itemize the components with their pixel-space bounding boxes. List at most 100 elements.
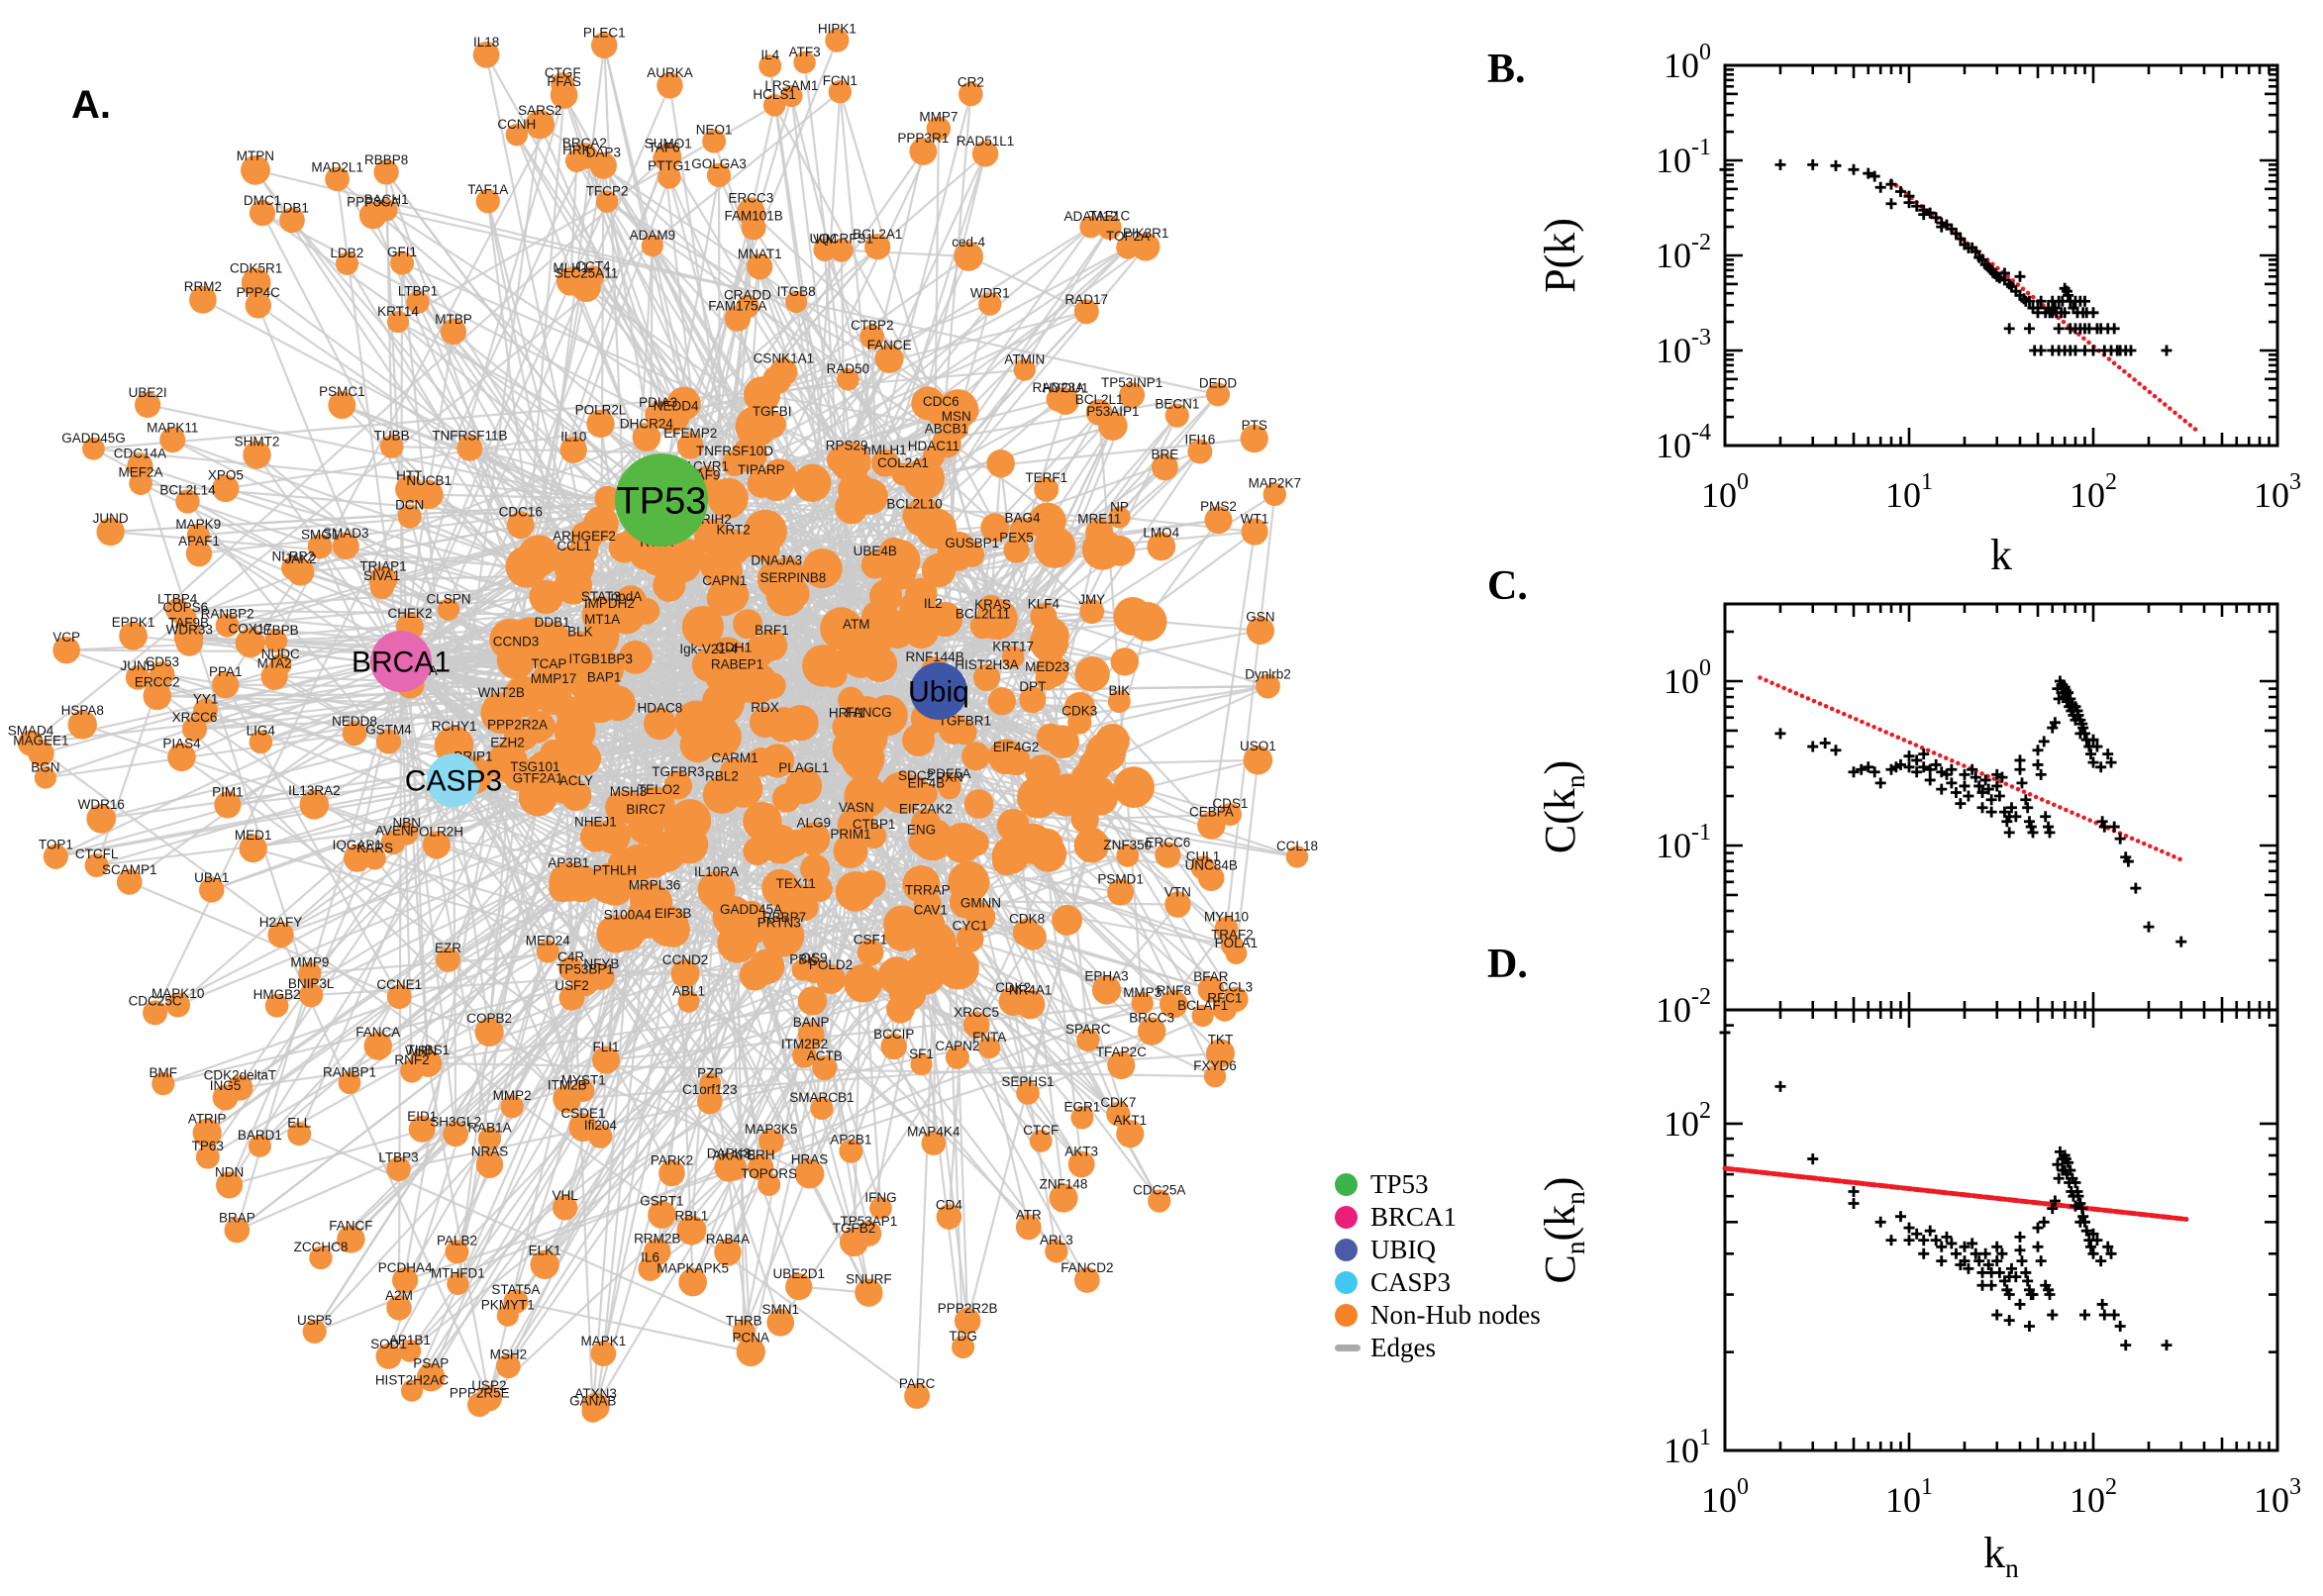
network-node-label: TCAP — [531, 656, 566, 671]
network-node — [954, 1307, 981, 1335]
data-point-marker — [1903, 1235, 1915, 1247]
network-node-label: BCL2L10 — [886, 496, 942, 511]
network-node-label: PSMD1 — [1097, 872, 1144, 887]
network-node-label: MTBP — [435, 312, 472, 327]
network-node — [590, 1341, 617, 1366]
network-node — [390, 250, 415, 275]
data-point-marker — [1807, 158, 1819, 170]
tick-label: 101 — [1664, 1425, 1711, 1470]
network-node — [1204, 506, 1233, 535]
network-node-label: CSNK1A1 — [754, 351, 815, 366]
network-node — [839, 1139, 863, 1163]
network-node-label: DMC1 — [244, 193, 281, 208]
data-point-marker — [1924, 774, 1936, 786]
network-node-label: BRAP — [219, 1211, 255, 1226]
network-node-label: LDB2 — [331, 246, 364, 260]
network-node-label: RBL2 — [705, 769, 739, 784]
network-node — [249, 200, 276, 227]
network-node-label: TSG101 — [510, 759, 559, 774]
network-node-label: CDS1 — [1212, 796, 1248, 811]
network-node-label: YY1 — [193, 691, 219, 706]
network-node — [1091, 975, 1122, 1005]
network-node — [826, 446, 855, 474]
nonhub-swatch-icon — [1335, 1304, 1358, 1327]
network-node — [676, 1215, 707, 1246]
network-node — [1107, 1051, 1136, 1080]
network-node — [496, 1353, 521, 1379]
network-edge — [1225, 494, 1276, 929]
network-node-label: SEPHS1 — [1001, 1074, 1054, 1089]
network-node-label: HIST2H2AC — [375, 1373, 450, 1388]
network-node — [248, 1134, 271, 1157]
network-node-label: FLI1 — [593, 1040, 620, 1054]
network-node-label: FANCG — [846, 705, 892, 720]
network-node — [1029, 623, 1069, 662]
network-node-label: CDC16 — [499, 504, 543, 519]
network-node-label: MED1 — [235, 828, 272, 843]
network-node-label: IMPDH2 — [584, 596, 635, 611]
network-node — [702, 129, 727, 153]
network-node-label: TUBB — [374, 428, 410, 443]
data-point-marker — [2035, 345, 2047, 356]
network-node — [978, 1037, 1001, 1059]
network-node — [1073, 299, 1099, 325]
network-node — [909, 138, 938, 165]
network-node-label: PRTN3 — [758, 916, 801, 931]
network-node — [962, 1011, 990, 1039]
network-edge — [1119, 516, 1256, 534]
network-node-label: PXN — [936, 770, 963, 785]
network-node-label: hMLH1 — [863, 443, 907, 457]
data-point-marker — [1885, 1235, 1897, 1247]
network-node — [880, 771, 923, 814]
network-node — [926, 116, 952, 142]
network-node-label: MAP4K4 — [907, 1124, 960, 1139]
network-node — [849, 752, 881, 785]
network-node-label: SHMT2 — [235, 434, 280, 449]
network-node-label: CDC14A — [114, 446, 166, 460]
network-node — [980, 513, 1010, 543]
network-node-label: USF2 — [555, 978, 589, 993]
network-node-label: BMF — [150, 1065, 178, 1080]
network-node-label: RNF8 — [1157, 983, 1191, 998]
network-node — [792, 1043, 817, 1068]
network-node-label: TP53BP1 — [556, 961, 614, 976]
network-node-label: RFC1 — [1207, 990, 1242, 1005]
network-node — [1049, 1183, 1078, 1213]
network-node — [592, 1046, 621, 1074]
network-edge — [153, 488, 411, 1014]
network-node — [143, 1000, 168, 1026]
network-node-label: CEBPB — [253, 623, 299, 638]
network-node — [556, 696, 587, 728]
network-node-label: PPP2R2B — [938, 1301, 998, 1316]
data-point-marker — [2014, 763, 2026, 775]
network-edge — [599, 969, 815, 1138]
network-node-label: USP5 — [297, 1313, 332, 1328]
network-node-label: DAP3 — [586, 146, 621, 160]
network-node — [871, 449, 899, 477]
network-edge — [373, 857, 584, 1129]
network-node — [1107, 878, 1135, 906]
network-node-label: SMAD4 — [8, 724, 54, 739]
network-node-label: OS9 — [801, 950, 828, 965]
network-node — [902, 864, 941, 904]
network-node-label: CRADD — [724, 288, 771, 303]
network-node — [1017, 776, 1060, 819]
network-node — [1019, 923, 1047, 950]
network-node — [1116, 844, 1140, 867]
network-node-label: APAF1 — [178, 534, 220, 549]
network-node — [663, 771, 693, 800]
tick-label: 100 — [1701, 1474, 1749, 1520]
network-node — [927, 601, 963, 638]
data-point-marker — [2108, 821, 2120, 833]
network-node-label: PCDHA4 — [378, 1260, 433, 1275]
network-node-label: WNT2B — [478, 685, 525, 700]
data-point-marker — [2016, 1255, 2028, 1267]
network-node-label: AKT1 — [1113, 1113, 1147, 1128]
network-node — [536, 940, 559, 963]
network-node-label: HTT — [396, 468, 422, 483]
network-node-label: CCNE1 — [376, 977, 422, 992]
data-point-marker — [1848, 163, 1860, 175]
data-point-marker — [1719, 1027, 1731, 1039]
network-node — [1256, 673, 1280, 699]
network-node — [746, 748, 776, 777]
